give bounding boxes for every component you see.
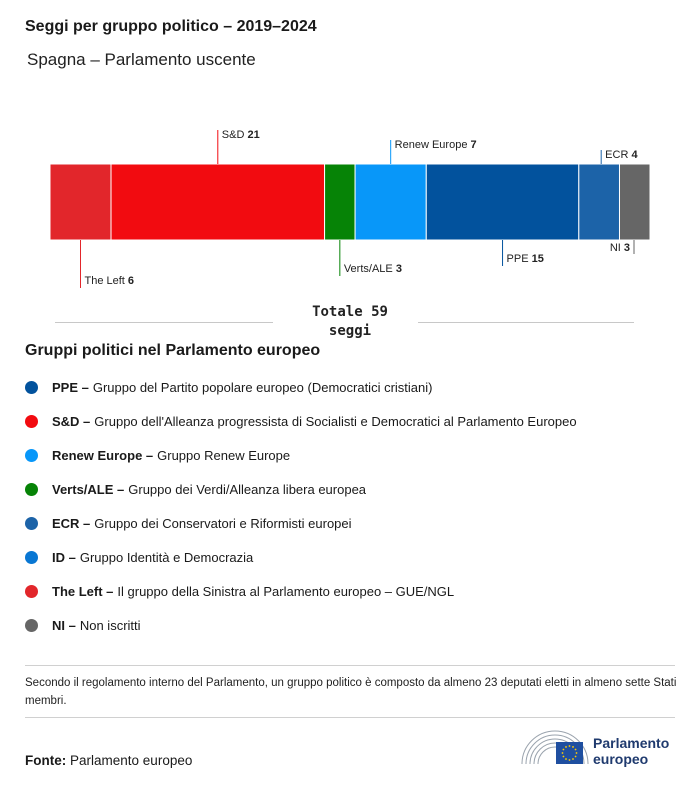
- total-divider-left: [55, 322, 273, 323]
- legend-item: The Left – Il gruppo della Sinistra al Pa…: [25, 574, 577, 608]
- note-divider-top: [25, 665, 675, 666]
- total-seats: Totale 59 seggi: [290, 303, 410, 341]
- data-label-renew-europe: Renew Europe 7: [395, 139, 477, 151]
- bar-segment-ppe: [425, 163, 580, 241]
- data-label-ecr: ECR 4: [605, 149, 638, 161]
- bar-segment-ni: [618, 163, 651, 241]
- bar-segment-the-left: [49, 163, 112, 241]
- bar-segment-s-d: [110, 163, 326, 241]
- stacked-bar-chart: The Left 6 S&D 21 Verts/ALE 3 Renew Europe …: [49, 129, 651, 288]
- source-label: Fonte:: [25, 753, 67, 768]
- note-divider-bottom: [25, 717, 675, 718]
- legend-item: Verts/ALE – Gruppo dei Verdi/Alleanza lib…: [25, 472, 577, 506]
- data-label-the-left: The Left 6: [85, 275, 135, 287]
- legend-dot-icon: [25, 584, 38, 598]
- chart-subtitle: Spagna – Parlamento uscente: [27, 50, 256, 69]
- legend-dot-icon: [25, 618, 38, 632]
- bar-segment-ecr: [578, 163, 620, 241]
- logo-line1: Parlamento: [593, 735, 670, 751]
- flag-star-icon: [561, 752, 564, 754]
- legend-item: NI – Non iscritti: [25, 608, 577, 642]
- flag-star-icon: [565, 758, 567, 760]
- legend-abbr: ECR –: [52, 515, 91, 531]
- legend-dot-icon: [25, 516, 38, 530]
- legend-abbr: Verts/ALE –: [52, 481, 125, 497]
- legend-abbr: ID –: [52, 549, 76, 565]
- legend-abbr: NI –: [52, 617, 76, 633]
- legend-description: Gruppo dei Verdi/Alleanza libera europea: [128, 481, 367, 497]
- source-value: Parlamento europeo: [70, 753, 193, 768]
- legend-description: Gruppo Renew Europe: [157, 447, 291, 463]
- data-label-verts-ale: Verts/ALE 3: [344, 263, 402, 275]
- legend-item: Renew Europe – Gruppo Renew Europe: [25, 438, 577, 472]
- flag-star-icon: [574, 748, 577, 751]
- flag-star-icon: [568, 745, 571, 747]
- flag-star-icon: [572, 746, 574, 748]
- legend-item: PPE – Gruppo del Partito popolare europeo…: [25, 370, 577, 404]
- legend-description: Gruppo del Partito popolare europeo (Dem…: [92, 379, 433, 395]
- total-value: Totale 59: [312, 304, 388, 320]
- legend-title: Gruppi politici nel Parlamento europeo: [25, 342, 321, 359]
- legend-item: ECR – Gruppo dei Conservatori e Riformist…: [25, 506, 577, 540]
- legend-dot-icon: [25, 414, 38, 428]
- bar-segment-verts-ale: [324, 163, 356, 241]
- flag-star-icon: [562, 748, 565, 751]
- legend-dot-icon: [25, 380, 38, 394]
- legend-description: Gruppo dei Conservatori e Riformisti eur…: [94, 515, 352, 531]
- data-label-s-d: S&D 21: [222, 129, 260, 141]
- total-unit: seggi: [328, 323, 372, 339]
- flag-star-icon: [568, 759, 571, 761]
- legend-description: Non iscritti: [79, 617, 141, 633]
- bar-segment-renew-europe: [354, 163, 427, 241]
- legend-dot-icon: [25, 550, 38, 564]
- legend-description: Gruppo dell'Alleanza progressista di Soc…: [94, 413, 577, 429]
- legend-description: Il gruppo della Sinistra al Parlamento e…: [117, 583, 455, 599]
- footnote: Secondo il regolamento interno del Parla…: [25, 677, 677, 707]
- legend-list: PPE – Gruppo del Partito popolare europeo…: [25, 370, 577, 642]
- flag-star-icon: [562, 755, 565, 758]
- logo-text: Parlamento europeo: [593, 735, 669, 767]
- flag-star-icon: [574, 755, 577, 758]
- hemicycle-flag-icon: [521, 730, 589, 765]
- source: Fonte: Parlamento europeo: [25, 753, 192, 768]
- legend-item: S&D – Gruppo dell'Alleanza progressista d…: [25, 404, 577, 438]
- flag-star-icon: [565, 746, 567, 748]
- chart-title: Seggi per gruppo politico – 2019–2024: [25, 18, 317, 35]
- legend-abbr: The Left –: [52, 583, 114, 599]
- legend-dot-icon: [25, 482, 38, 496]
- flag-star-icon: [575, 752, 578, 754]
- legend-dot-icon: [25, 448, 38, 462]
- legend-item: ID – Gruppo Identità e Democrazia: [25, 540, 577, 574]
- legend-abbr: PPE –: [52, 379, 89, 395]
- legend-description: Gruppo Identità e Democrazia: [79, 549, 254, 565]
- logo-line2: europeo: [593, 751, 649, 767]
- flag-star-icon: [572, 758, 574, 760]
- parliament-logo: Parlamento europeo: [520, 728, 680, 768]
- data-label-ni: NI 3: [610, 242, 630, 254]
- legend-abbr: Renew Europe –: [52, 447, 154, 463]
- total-divider-right: [418, 322, 634, 323]
- legend-abbr: S&D –: [52, 413, 91, 429]
- data-label-ppe: PPE 15: [507, 253, 544, 265]
